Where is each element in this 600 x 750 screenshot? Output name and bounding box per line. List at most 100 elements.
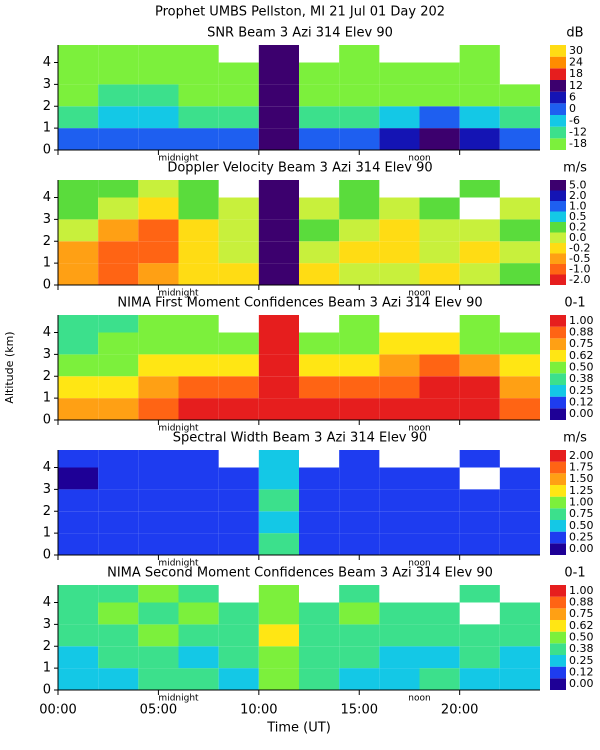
heatmap-cell <box>98 398 139 420</box>
heatmap-cell <box>299 332 340 355</box>
colorbar-band <box>550 190 566 201</box>
y-tick-label: 2 <box>43 504 51 519</box>
heatmap-cell <box>138 646 179 669</box>
heatmap-cell <box>459 376 500 399</box>
heatmap-cell <box>459 646 500 669</box>
heatmap-cell <box>299 624 340 647</box>
heatmap-cell <box>339 197 380 220</box>
heatmap-cell <box>138 533 179 555</box>
heatmap-cell <box>138 180 179 198</box>
heatmap-cell <box>138 84 179 107</box>
heatmap-cell <box>379 84 420 107</box>
heatmap-cell <box>98 241 139 264</box>
heatmap-cell <box>258 376 299 399</box>
heatmap-cell <box>459 533 500 555</box>
heatmap-cell <box>218 219 259 242</box>
colorbar-tick-label: 30 <box>569 44 583 57</box>
heatmap-cell <box>98 84 139 107</box>
colorbar-band <box>550 508 566 520</box>
colorbar-tick-label: 0.25 <box>569 654 594 667</box>
heatmap-cell <box>419 624 460 647</box>
heatmap-cell <box>339 398 380 420</box>
panel-title: Spectral Width Beam 3 Azi 314 Elev 90 <box>173 431 427 446</box>
heatmap-cell <box>499 241 540 264</box>
heatmap-cell <box>138 62 179 85</box>
heatmap-cell <box>499 467 540 490</box>
heatmap-cell <box>138 106 179 129</box>
colorbar-tick-label: 0.25 <box>569 531 594 544</box>
heatmap-cell <box>299 533 340 555</box>
heatmap-cell <box>178 128 219 150</box>
colorbar-tick-label: 1.00 <box>569 496 594 509</box>
colorbar-tick-label: 18 <box>569 67 583 80</box>
heatmap-cell <box>339 376 380 399</box>
y-tick-label: 0 <box>43 683 51 698</box>
heatmap-cell <box>339 668 380 690</box>
heatmap-cell <box>58 332 99 355</box>
heatmap-cell <box>138 263 179 285</box>
colorbar-band <box>550 326 566 339</box>
colorbar-tick-label: 0.12 <box>569 396 594 409</box>
heatmap-cell <box>459 398 500 420</box>
heatmap-cell <box>258 533 299 555</box>
heatmap-cell <box>499 84 540 107</box>
colorbar-band <box>550 80 566 92</box>
heatmap-cell <box>58 263 99 285</box>
heatmap-cell <box>218 376 259 399</box>
y-tick-label: 1 <box>43 526 51 541</box>
heatmap-cell <box>138 241 179 264</box>
heatmap-cell <box>58 467 99 490</box>
heatmap-cell <box>419 511 460 534</box>
colorbar-band <box>550 655 566 667</box>
colorbar-tick-label: 1.25 <box>569 484 594 497</box>
heatmap-cell <box>419 84 460 107</box>
heatmap-cell <box>58 197 99 220</box>
heatmap-cell <box>258 467 299 490</box>
heatmap-cell <box>339 602 380 625</box>
annotation: midnight <box>158 424 199 434</box>
heatmap-cell <box>138 585 179 603</box>
colorbar-tick-label: -6 <box>569 114 580 127</box>
y-tick-label: 1 <box>43 121 51 136</box>
heatmap-cell <box>218 106 259 129</box>
heatmap-cell <box>58 354 99 377</box>
y-tick-label: 2 <box>43 369 51 384</box>
heatmap-cell <box>299 376 340 399</box>
heatmap-cell <box>218 668 259 690</box>
heatmap-cell <box>58 646 99 669</box>
heatmap-cell <box>98 128 139 150</box>
heatmap-cell <box>299 398 340 420</box>
colorbar-tick-label: 0.38 <box>569 642 594 655</box>
heatmap-cell <box>258 511 299 534</box>
heatmap-cell <box>339 106 380 129</box>
y-tick-label: 0 <box>43 278 51 293</box>
colorbar-band <box>550 643 566 655</box>
heatmap-cell <box>58 315 99 333</box>
heatmap-cell <box>138 602 179 625</box>
colorbar-tick-label: 0.50 <box>569 361 594 374</box>
heatmap-cell <box>178 602 219 625</box>
heatmap-cell <box>178 315 219 333</box>
heatmap-cell <box>218 602 259 625</box>
heatmap-cell <box>58 624 99 647</box>
heatmap-cell <box>379 533 420 555</box>
colorbar-tick-label: -0.2 <box>569 241 590 254</box>
heatmap-cell <box>178 467 219 490</box>
colorbar-band <box>550 338 566 350</box>
heatmap-cell <box>339 45 380 63</box>
heatmap-cell <box>138 624 179 647</box>
colorbar-band <box>550 201 566 212</box>
heatmap-cell <box>419 241 460 264</box>
heatmap-cell <box>419 489 460 512</box>
colorbar-tick-label: 0.88 <box>569 596 594 609</box>
heatmap-cell <box>419 128 460 150</box>
colorbar-label: dB <box>566 26 583 41</box>
heatmap-cell <box>379 646 420 669</box>
y-tick-label: 2 <box>43 639 51 654</box>
heatmap-cell <box>178 332 219 355</box>
colorbar-tick-label: 0.00 <box>569 677 594 690</box>
colorbar-tick-label: 0.00 <box>569 407 594 420</box>
heatmap-cell <box>98 376 139 399</box>
heatmap-cell <box>379 106 420 129</box>
y-tick-label: 1 <box>43 391 51 406</box>
